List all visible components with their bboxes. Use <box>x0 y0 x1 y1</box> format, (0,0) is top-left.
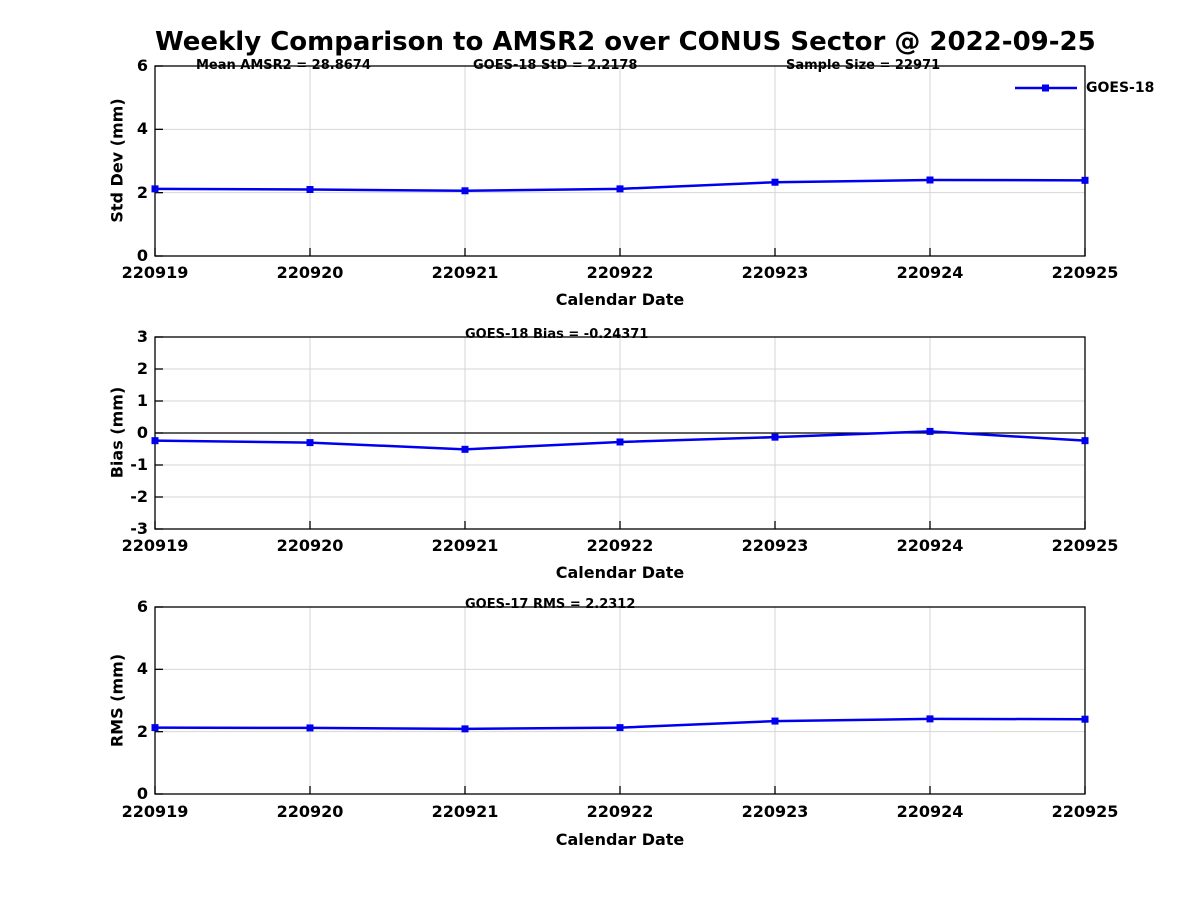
x-tick-label: 220920 <box>276 263 344 282</box>
y-tick-label: -1 <box>130 455 148 474</box>
y-tick-label: 3 <box>136 327 148 346</box>
x-axis-title: Calendar Date <box>555 290 685 309</box>
y-axis-title: RMS (mm) <box>107 653 127 747</box>
y-tick-label: 4 <box>136 119 148 139</box>
y-tick-label: 2 <box>136 359 148 378</box>
data-point <box>771 433 779 441</box>
data-point <box>926 715 934 723</box>
data-point <box>461 445 469 453</box>
y-tick-label: 0 <box>136 423 148 442</box>
y-tick-label: 4 <box>136 659 148 679</box>
x-tick-label: 220919 <box>121 263 189 282</box>
data-point <box>461 725 469 733</box>
y-tick-label: 0 <box>136 246 148 265</box>
data-point <box>771 717 779 725</box>
data-point <box>306 439 314 447</box>
x-tick-label: 220922 <box>586 802 654 821</box>
x-tick-label: 220921 <box>431 263 499 282</box>
x-tick-label: 220924 <box>896 536 964 555</box>
y-tick-label: 0 <box>136 784 148 803</box>
x-tick-label: 220925 <box>1051 536 1119 555</box>
std-dev-chart <box>151 65 1089 257</box>
x-tick-label: 220923 <box>741 802 809 821</box>
x-tick-label: 220923 <box>741 263 809 282</box>
bias-chart-title: GOES-18 Bias = -0.24371 <box>465 327 649 342</box>
legend-label: GOES-18 <box>1086 80 1155 96</box>
y-tick-label: 2 <box>136 182 148 202</box>
data-point <box>1081 715 1089 723</box>
x-tick-label: 220923 <box>741 536 809 555</box>
x-tick-label: 220924 <box>896 263 964 282</box>
y-axis-title: Std Dev (mm) <box>107 98 127 223</box>
data-point <box>461 187 469 195</box>
x-tick-label: 220919 <box>121 802 189 821</box>
data-point <box>616 724 624 732</box>
x-tick-label: 220925 <box>1051 263 1119 282</box>
legend: GOES-18 <box>1014 80 1154 96</box>
rms-chart-title: GOES-17 RMS = 2.2312 <box>465 597 636 612</box>
x-axis-title: Calendar Date <box>555 830 685 849</box>
x-tick-label: 220920 <box>276 536 344 555</box>
x-tick-label: 220922 <box>586 263 654 282</box>
y-tick-label: 6 <box>136 597 148 616</box>
figure-title: Weekly Comparison to AMSR2 over CONUS Se… <box>155 27 1096 57</box>
y-tick-label: -2 <box>130 487 148 506</box>
data-point <box>926 427 934 435</box>
x-tick-label: 220919 <box>121 536 189 555</box>
data-point <box>1081 176 1089 184</box>
x-axis-title: Calendar Date <box>555 563 685 582</box>
data-point <box>151 437 159 445</box>
x-tick-label: 220920 <box>276 802 344 821</box>
bias-chart <box>151 336 1089 530</box>
data-point <box>1081 437 1089 445</box>
y-axis-title: Bias (mm) <box>107 386 127 479</box>
y-tick-label: -3 <box>130 519 148 538</box>
y-tick-label: 2 <box>136 721 148 741</box>
legend-line-icon <box>1015 84 1077 92</box>
data-point <box>306 724 314 732</box>
rms-chart <box>151 606 1089 795</box>
data-point <box>926 176 934 184</box>
x-tick-label: 220921 <box>431 536 499 555</box>
data-point <box>771 178 779 186</box>
x-tick-label: 220922 <box>586 536 654 555</box>
y-tick-label: 6 <box>136 56 148 75</box>
data-point <box>306 186 314 193</box>
data-point <box>616 438 624 446</box>
data-point <box>151 185 159 193</box>
y-tick-label: 1 <box>136 391 148 410</box>
data-point <box>151 724 159 732</box>
x-tick-label: 220924 <box>896 802 964 821</box>
x-tick-label: 220921 <box>431 802 499 821</box>
x-tick-label: 220925 <box>1051 802 1119 821</box>
data-point <box>616 185 624 193</box>
